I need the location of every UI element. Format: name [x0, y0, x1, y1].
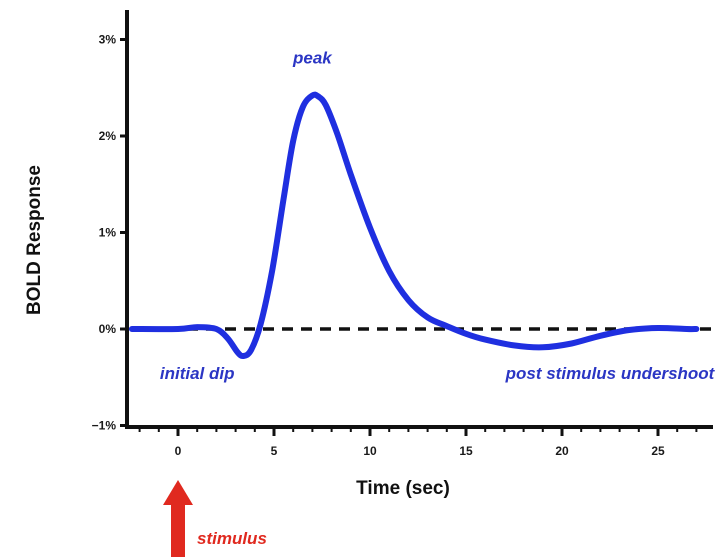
- y-tick-label: 1%: [99, 226, 117, 240]
- y-tick-label: 2%: [99, 129, 117, 143]
- x-tick-label: 20: [555, 444, 569, 458]
- y-axis-title: BOLD Response: [24, 165, 45, 315]
- y-tick-label: −1%: [92, 419, 117, 433]
- x-tick-label: 0: [175, 444, 182, 458]
- x-axis-title: Time (sec): [356, 478, 450, 499]
- annotation-stimulus: stimulus: [197, 529, 267, 548]
- x-tick-label: 15: [459, 444, 473, 458]
- annotation-initial-dip: initial dip: [160, 364, 235, 383]
- annotation-peak: peak: [292, 49, 333, 68]
- x-tick-label: 25: [651, 444, 665, 458]
- tick-marks: [120, 38, 698, 436]
- x-tick-label: 10: [363, 444, 377, 458]
- tick-labels: −1% 0% 1% 2% 3% 0 5 10 15 20 25: [92, 33, 665, 459]
- y-tick-label: 0%: [99, 322, 117, 336]
- annotation-post-stimulus-undershoot: post stimulus undershoot: [505, 364, 716, 383]
- axes: [125, 10, 713, 429]
- series-line-bold-response: [128, 91, 700, 360]
- y-tick-label: 3%: [99, 33, 117, 47]
- x-tick-label: 5: [271, 444, 278, 458]
- stimulus-arrow-icon: [163, 480, 193, 557]
